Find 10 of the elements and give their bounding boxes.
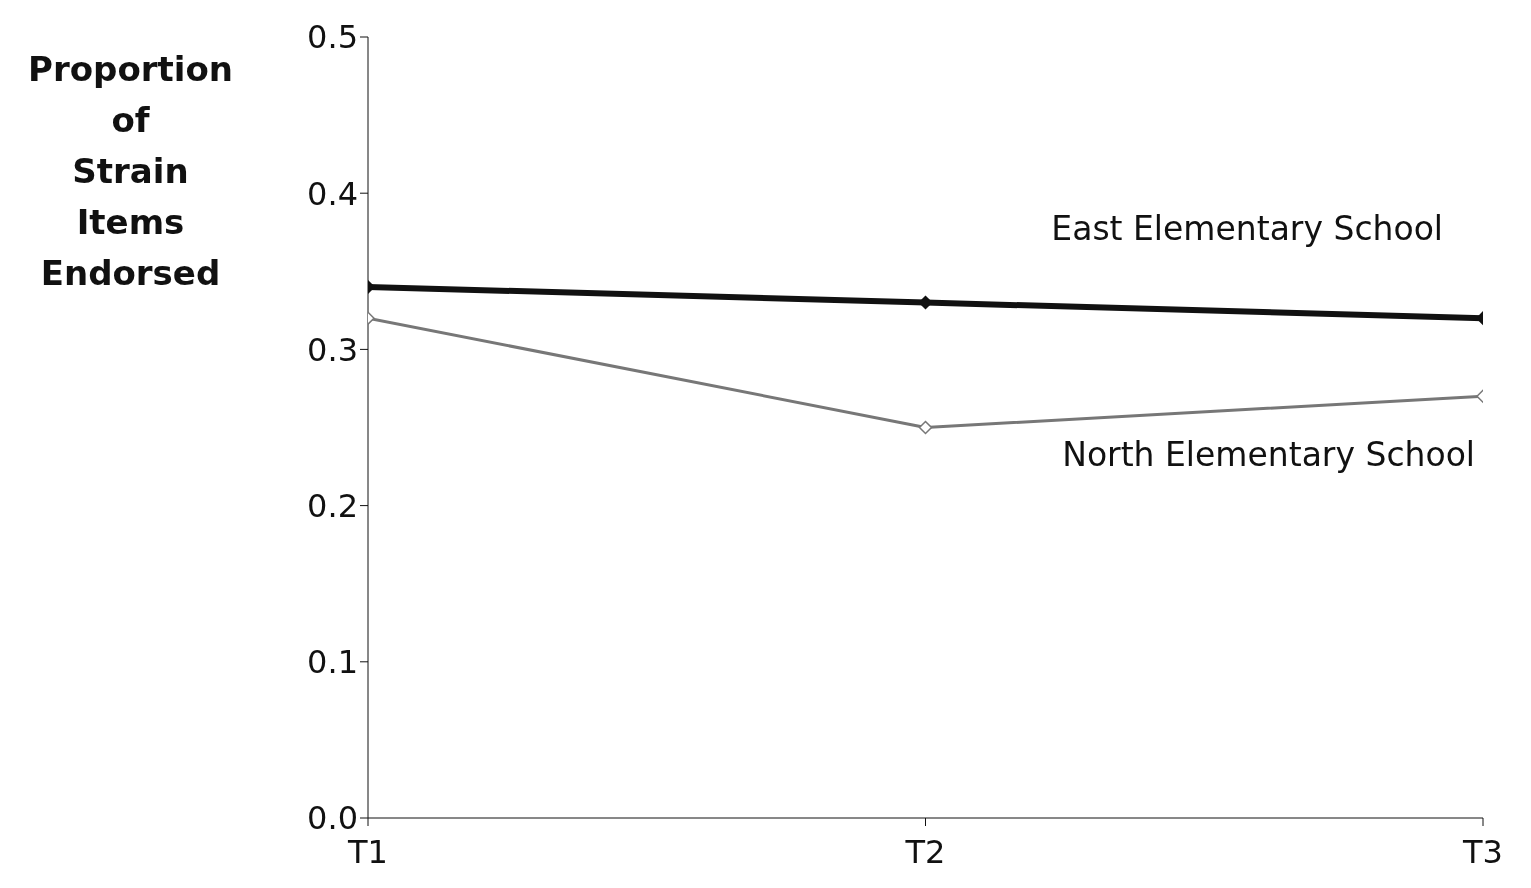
x-tick-label: T3 bbox=[1462, 832, 1503, 871]
y-axis-title: Proportion of Strain Items Endorsed bbox=[28, 48, 233, 295]
y-tick-label: 0.1 bbox=[307, 643, 358, 682]
series-label: North Elementary School bbox=[1062, 435, 1475, 475]
series-label: East Elementary School bbox=[1051, 209, 1443, 249]
y-tick-label: 0.5 bbox=[307, 18, 358, 57]
y-tick-label: 0.3 bbox=[307, 330, 358, 369]
x-tick-label: T2 bbox=[904, 832, 946, 871]
y-tick-label: 0.2 bbox=[307, 486, 358, 525]
y-tick-label: 0.4 bbox=[307, 174, 358, 213]
